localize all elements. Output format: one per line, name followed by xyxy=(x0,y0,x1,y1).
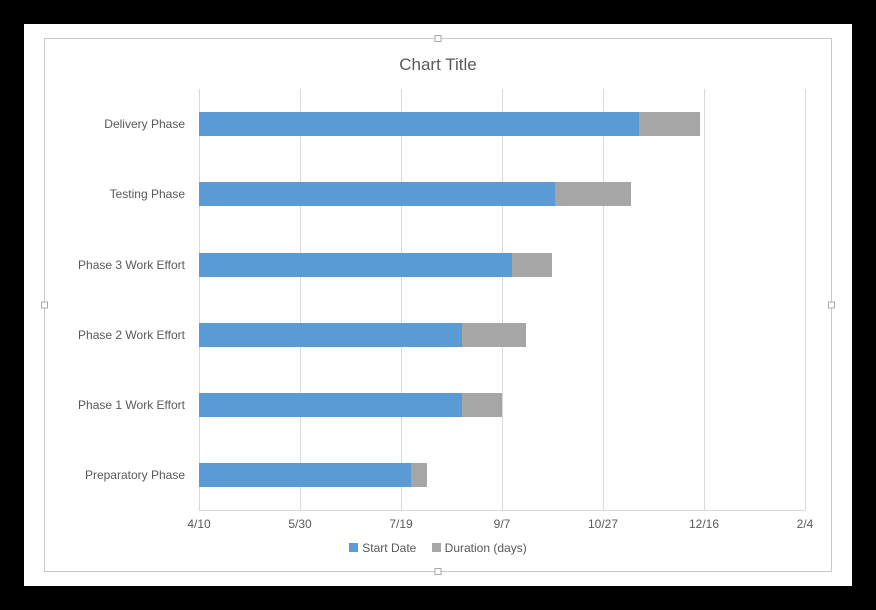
gridline xyxy=(401,89,402,511)
gridline xyxy=(704,89,705,511)
gridline xyxy=(300,89,301,511)
bar-segment[interactable] xyxy=(639,112,700,136)
bar-segment[interactable] xyxy=(199,463,411,487)
y-category-label: Phase 3 Work Effort xyxy=(51,258,191,272)
y-category-label: Delivery Phase xyxy=(51,117,191,131)
bar-segment[interactable] xyxy=(462,323,527,347)
legend-item-start-date[interactable]: Start Date xyxy=(349,541,416,555)
bar-row[interactable] xyxy=(199,253,552,277)
bar-segment[interactable] xyxy=(411,463,427,487)
chart-title[interactable]: Chart Title xyxy=(51,45,825,89)
resize-handle-right[interactable] xyxy=(828,302,835,309)
y-category-label: Testing Phase xyxy=(51,187,191,201)
gridline xyxy=(805,89,806,511)
resize-handle-left[interactable] xyxy=(41,302,48,309)
y-category-label: Phase 2 Work Effort xyxy=(51,328,191,342)
y-category-label: Phase 1 Work Effort xyxy=(51,398,191,412)
legend-label: Duration (days) xyxy=(445,541,527,555)
bar-segment[interactable] xyxy=(199,253,512,277)
bar-row[interactable] xyxy=(199,323,526,347)
bar-row[interactable] xyxy=(199,112,700,136)
x-tick-label: 2/4 xyxy=(797,517,814,531)
chart-canvas: Chart Title 4/10 5/30 7/19 9/7 10/27 12/16 2/4… xyxy=(24,24,852,586)
bar-row[interactable] xyxy=(199,463,427,487)
bar-segment[interactable] xyxy=(199,323,462,347)
x-tick-label: 4/10 xyxy=(187,517,210,531)
chart-box: Chart Title 4/10 5/30 7/19 9/7 10/27 12/16 2/4… xyxy=(51,45,825,565)
bar-row[interactable] xyxy=(199,182,631,206)
legend-label: Start Date xyxy=(362,541,416,555)
x-tick-label: 10/27 xyxy=(588,517,618,531)
legend-swatch xyxy=(349,543,358,552)
plot-area[interactable]: 4/105/307/199/710/2712/162/4Delivery Pha… xyxy=(199,89,805,511)
bar-segment[interactable] xyxy=(462,393,502,417)
gridline xyxy=(199,89,200,511)
legend-item-duration[interactable]: Duration (days) xyxy=(432,541,527,555)
bar-row[interactable] xyxy=(199,393,502,417)
resize-handle-top[interactable] xyxy=(435,35,442,42)
x-tick-label: 5/30 xyxy=(288,517,311,531)
x-tick-label: 12/16 xyxy=(689,517,719,531)
legend[interactable]: Start Date Duration (days) xyxy=(51,535,825,566)
bar-segment[interactable] xyxy=(199,112,639,136)
y-category-label: Preparatory Phase xyxy=(51,468,191,482)
bar-segment[interactable] xyxy=(199,393,462,417)
resize-handle-bottom[interactable] xyxy=(435,568,442,575)
bar-segment[interactable] xyxy=(555,182,632,206)
x-tick-label: 7/19 xyxy=(389,517,412,531)
gridline xyxy=(502,89,503,511)
legend-swatch xyxy=(432,543,441,552)
x-tick-label: 9/7 xyxy=(494,517,511,531)
gridline xyxy=(603,89,604,511)
bar-segment[interactable] xyxy=(512,253,552,277)
plot-wrap: 4/10 5/30 7/19 9/7 10/27 12/16 2/4 Delivery Pha… xyxy=(51,89,825,535)
bar-segment[interactable] xyxy=(199,182,555,206)
chart-selection-frame[interactable]: Chart Title 4/10 5/30 7/19 9/7 10/27 12/16 2/4… xyxy=(44,38,832,572)
